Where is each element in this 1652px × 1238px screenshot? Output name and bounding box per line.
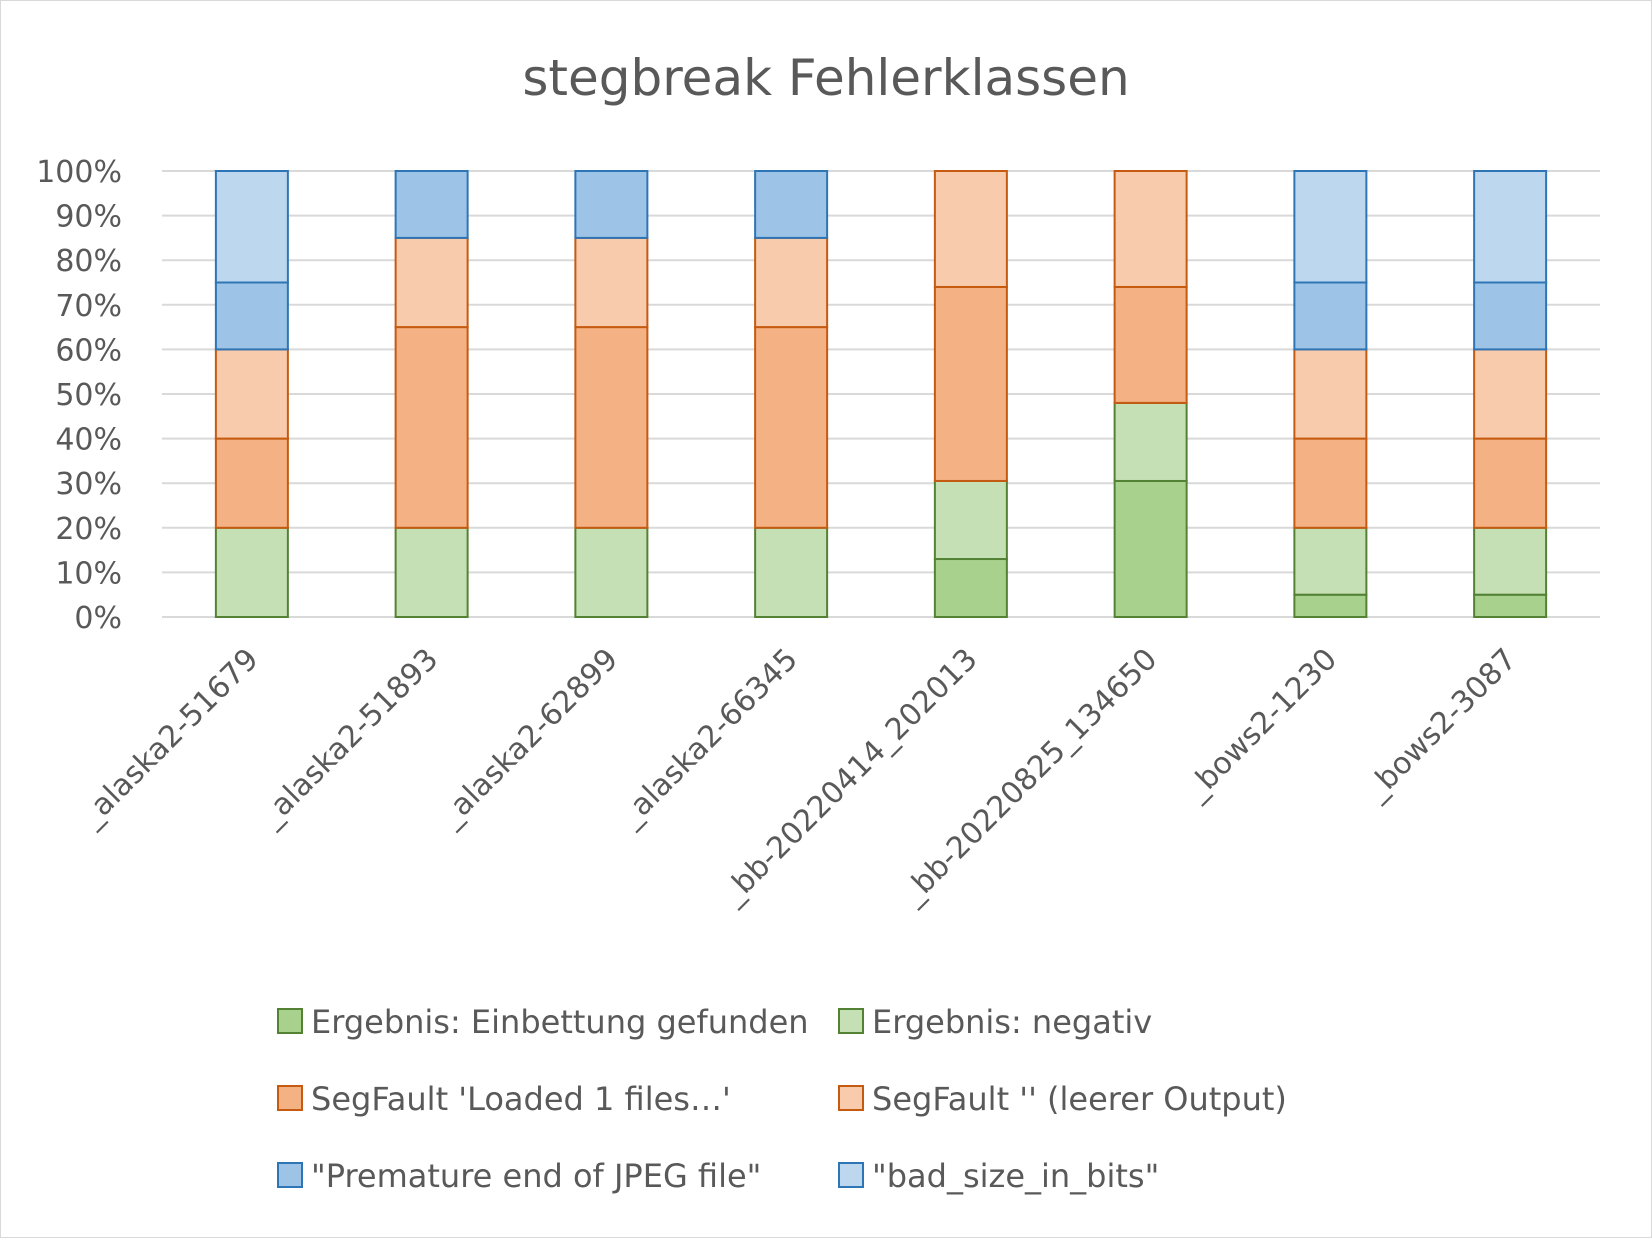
legend-swatch (838, 1162, 864, 1188)
legend-swatch (277, 1162, 303, 1188)
bar-segment (394, 170, 469, 239)
bar-segment (574, 236, 649, 329)
legend-item: SegFault 'Loaded 1 files…' (277, 1080, 731, 1118)
y-tick-label: 10% (55, 556, 122, 591)
chart-title: stegbreak Fehlerklassen (522, 49, 1129, 107)
bar-segment (214, 170, 289, 284)
legend-label: "Premature end of JPEG file" (311, 1157, 761, 1195)
bar-segment (214, 348, 289, 440)
legend-swatch (838, 1008, 864, 1034)
x-tick-label: _bows2-1230 (1178, 642, 1344, 808)
legend-item: "Premature end of JPEG file" (277, 1157, 761, 1195)
y-tick-label: 80% (55, 244, 122, 279)
bar-segment (1293, 170, 1368, 284)
x-axis-labels: _alaska2-51679_alaska2-51893_alaska2-628… (73, 642, 1524, 912)
bar-stack (574, 170, 649, 618)
bar-stack (933, 170, 1008, 619)
legend-item: "bad_size_in_bits" (838, 1157, 1159, 1195)
y-tick-label: 90% (55, 200, 122, 235)
bar-segment (1113, 401, 1188, 482)
bar-segment (1293, 437, 1368, 529)
bar-segment (394, 236, 469, 329)
bar-segment (933, 170, 1008, 288)
bar-segment (1473, 593, 1548, 619)
legend-label: Ergebnis: Einbettung gefunden (311, 1003, 809, 1041)
gridlines (162, 170, 1600, 618)
y-tick-label: 50% (55, 378, 122, 413)
y-tick-label: 30% (55, 467, 122, 502)
legend: Ergebnis: Einbettung gefunden Ergebnis: n… (277, 1003, 1287, 1195)
legend-swatch (277, 1008, 303, 1034)
bar-segment (754, 326, 829, 529)
legend-label: SegFault 'Loaded 1 files…' (311, 1080, 731, 1118)
x-tick-label: _bows2-3087 (1358, 642, 1524, 808)
legend-swatch (277, 1085, 303, 1111)
bar-segment (214, 281, 289, 351)
bar-segment (933, 558, 1008, 619)
x-tick-label: _alaska2-51679 (73, 642, 266, 835)
bar-segment (574, 526, 649, 618)
bar-segment (394, 326, 469, 529)
bar-segment (394, 526, 469, 618)
bar-segment (1473, 170, 1548, 284)
bar-stack (394, 170, 469, 618)
bar-segment (214, 437, 289, 529)
x-tick-label: _alaska2-51893 (253, 642, 446, 835)
bar-segment (1473, 348, 1548, 440)
legend-swatch (838, 1085, 864, 1111)
bar-segment (1293, 281, 1368, 351)
y-tick-label: 0% (74, 601, 122, 636)
y-tick-label: 60% (55, 333, 122, 368)
bar-segment (574, 326, 649, 529)
y-axis-ticks: 0% 10% 20% 30% 40% 50% 60% 70% 80% 90% 100% (36, 155, 122, 636)
bar-stack (1473, 170, 1548, 619)
bar-segment (1293, 593, 1368, 619)
y-tick-label: 70% (55, 289, 122, 324)
legend-label: SegFault '' (leerer Output) (872, 1080, 1287, 1118)
y-tick-label: 20% (55, 512, 122, 547)
bar-stack (214, 170, 289, 618)
legend-item: SegFault '' (leerer Output) (838, 1080, 1287, 1118)
bar-segment (1473, 526, 1548, 596)
bar-segment (1473, 281, 1548, 351)
legend-item: Ergebnis: Einbettung gefunden (277, 1003, 809, 1041)
bar-segment (754, 236, 829, 329)
bar-segment (1113, 285, 1188, 404)
bar-segment (933, 285, 1008, 482)
bar-stack (754, 170, 829, 618)
bar-segment (1113, 170, 1188, 288)
legend-label: Ergebnis: negativ (872, 1003, 1152, 1041)
bar-segment (574, 170, 649, 239)
legend-item: Ergebnis: negativ (838, 1003, 1152, 1041)
bar-segment (1293, 348, 1368, 440)
bar-segment (933, 479, 1008, 561)
bar-stack (1293, 170, 1368, 619)
bar-segment (1113, 479, 1188, 618)
x-tick-label: _alaska2-62899 (432, 642, 625, 835)
y-tick-label: 40% (55, 423, 122, 458)
x-tick-label: _alaska2-66345 (612, 642, 805, 835)
legend-label: "bad_size_in_bits" (872, 1157, 1159, 1195)
bar-stack (1113, 170, 1188, 618)
bars (214, 170, 1548, 619)
y-tick-label: 100% (36, 155, 122, 190)
bar-segment (1293, 526, 1368, 596)
bar-segment (214, 526, 289, 618)
bar-segment (754, 170, 829, 239)
bar-segment (1473, 437, 1548, 529)
bar-segment (754, 526, 829, 618)
